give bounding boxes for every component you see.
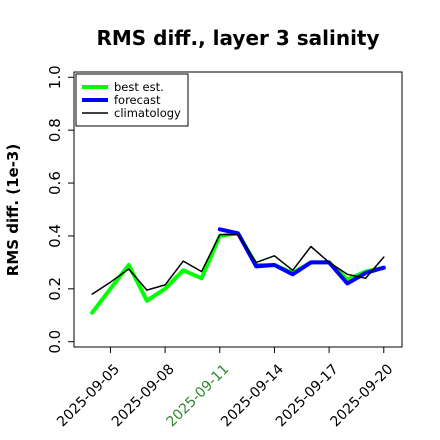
y-axis-label: RMS diff. (1e-3) [4,144,22,276]
y-tick-label: 0.4 [46,224,64,248]
series-lines [90,227,386,315]
series-line-forecast [217,227,386,286]
y-tick-label: 0.0 [46,330,64,354]
x-axis: 2025-09-052025-09-082025-09-112025-09-14… [54,347,396,430]
legend-label: forecast [114,93,161,107]
plot-area [73,71,403,348]
y-tick-label: 0.8 [46,118,64,142]
legend-label: climatology [114,106,181,120]
y-tick-label: 1.0 [46,65,64,89]
chart-title: RMS diff., layer 3 salinity [96,26,379,50]
legend-label: best est. [114,80,164,94]
y-axis: 0.0 0.2 0.4 0.6 0.8 1.0 [46,65,74,354]
y-tick-label: 0.6 [46,171,64,195]
y-tick-label: 0.2 [46,277,64,301]
series-line-climatology [91,233,385,295]
